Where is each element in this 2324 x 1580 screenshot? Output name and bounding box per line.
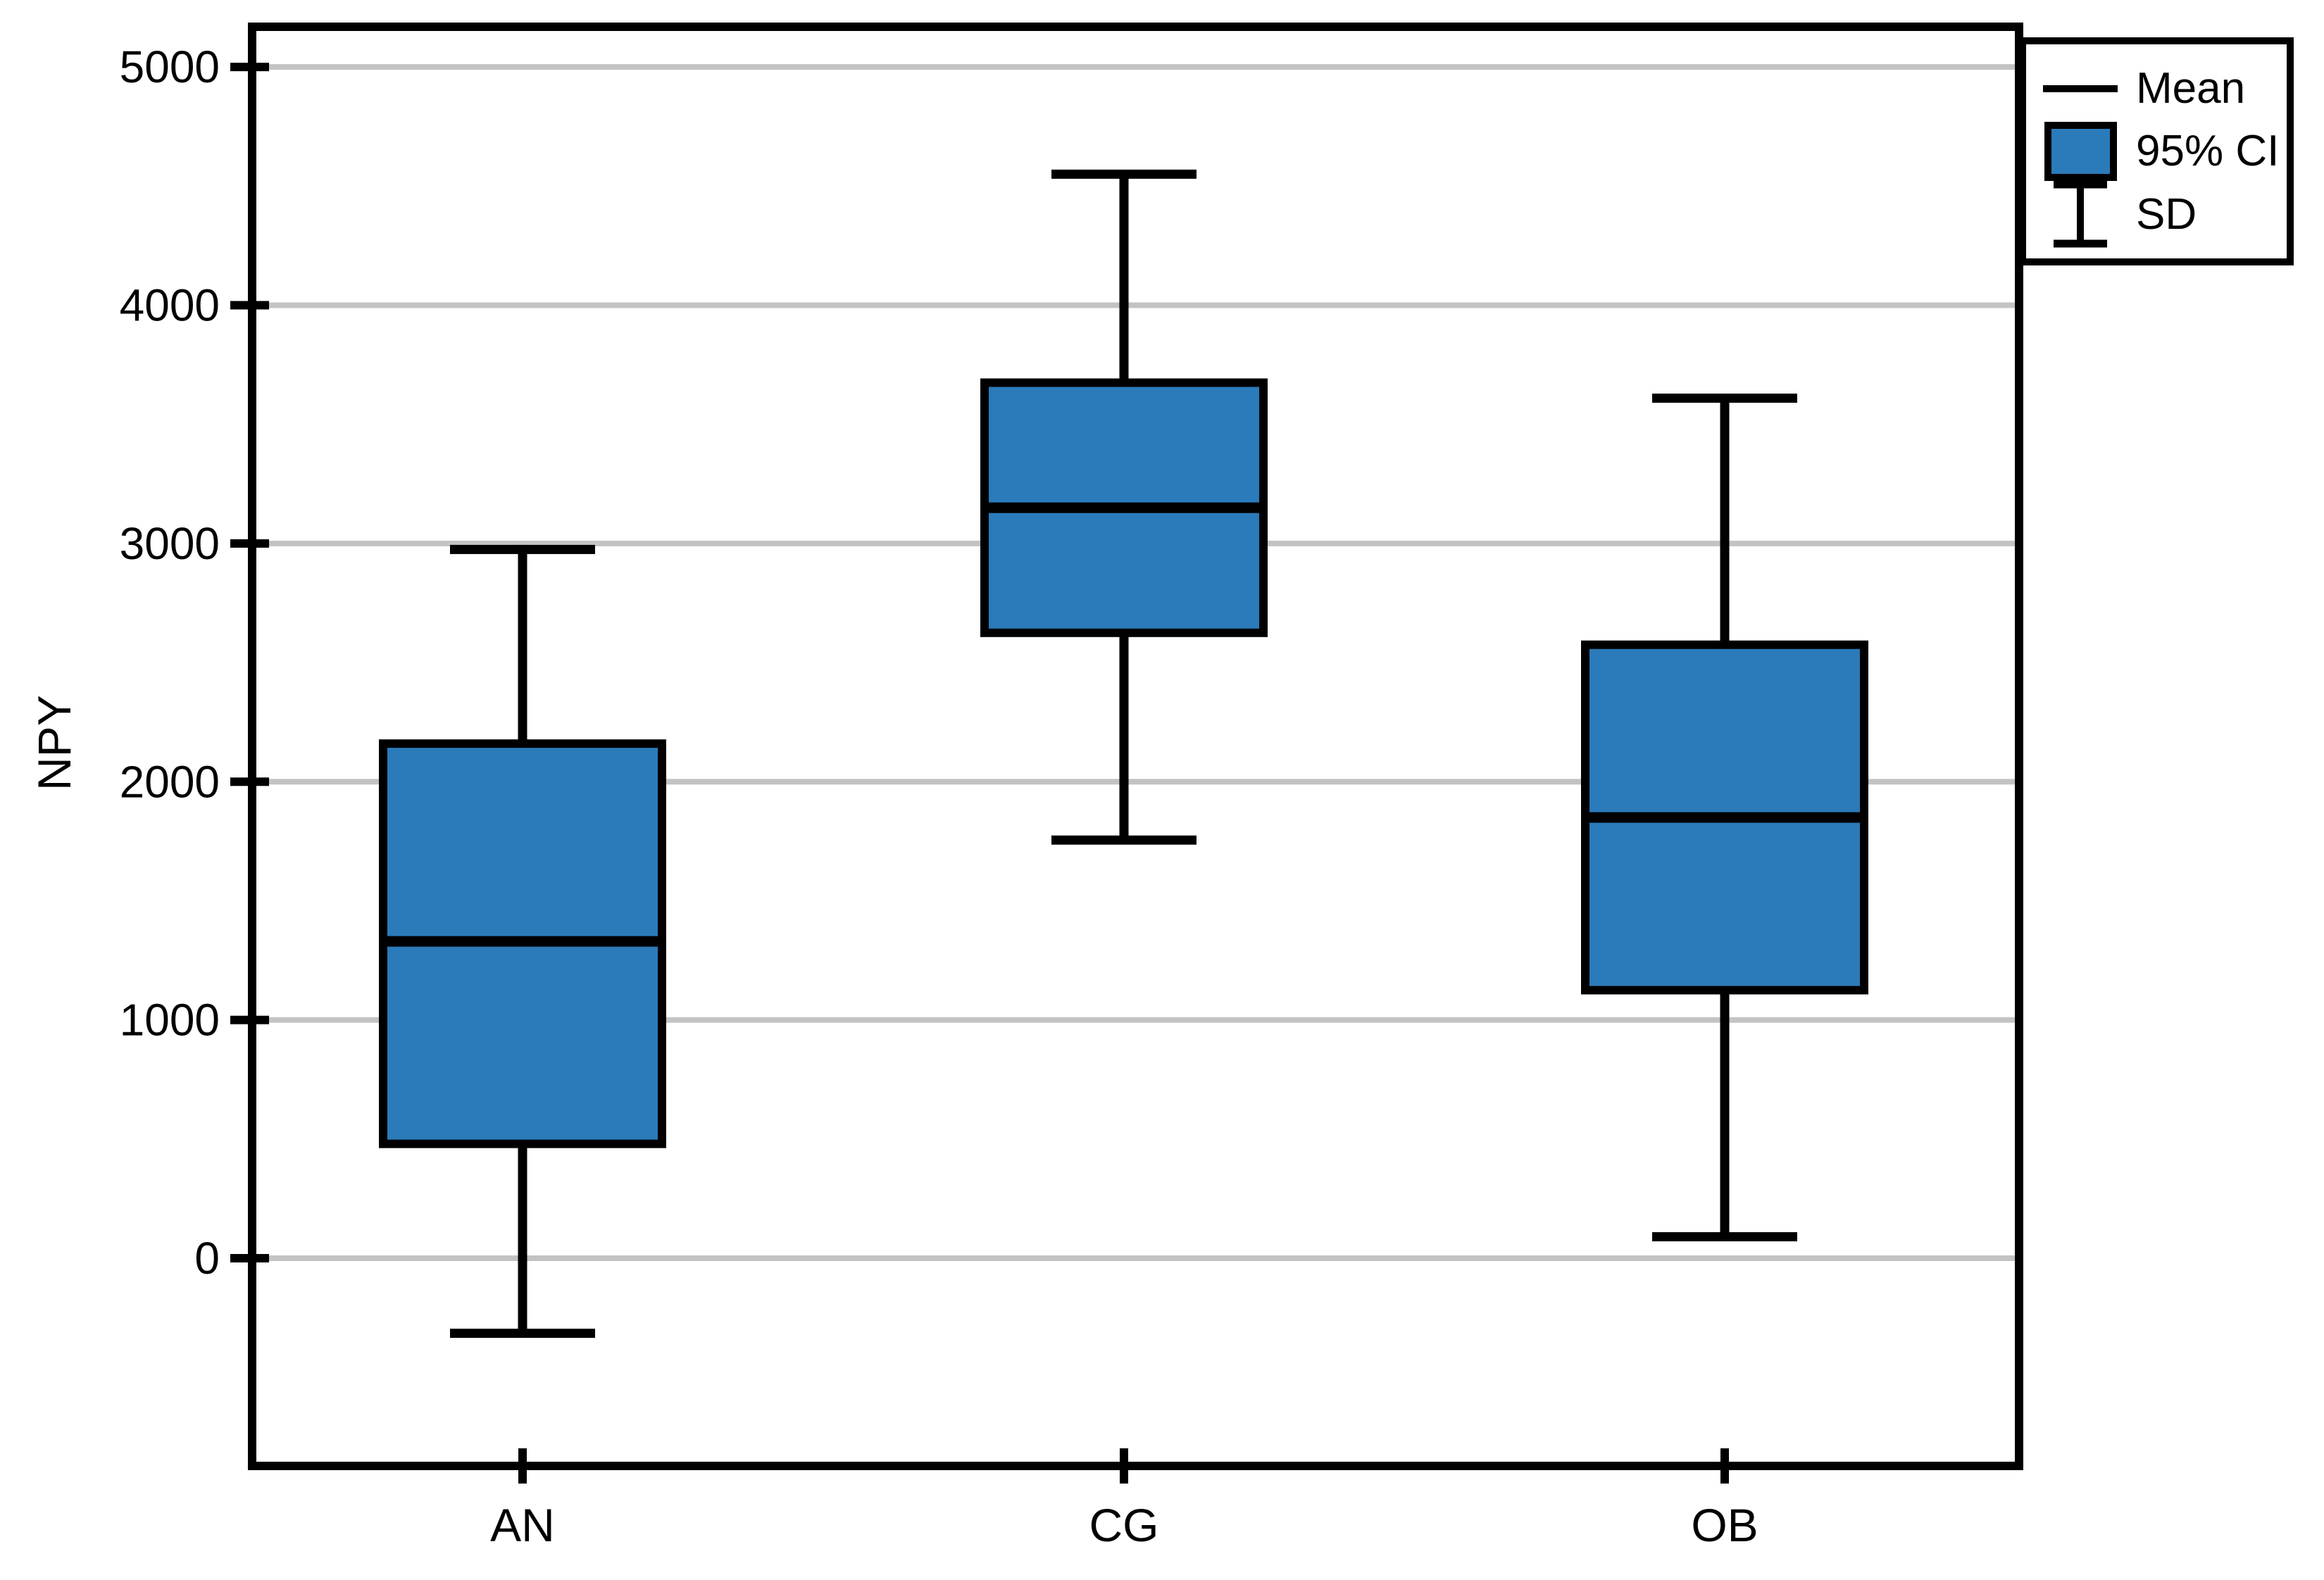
y-tick-label-0: 0 xyxy=(194,1233,220,1284)
y-tick-label-5000: 5000 xyxy=(120,42,220,92)
x-tick-label-ob: OB xyxy=(1691,1499,1758,1551)
legend-label-sd: SD xyxy=(2136,189,2197,239)
y-axis-title: NPY xyxy=(28,695,80,791)
y-tick-label-4000: 4000 xyxy=(120,280,220,331)
y-tick-label-2000: 2000 xyxy=(120,756,220,807)
ci-box-icon xyxy=(2043,121,2118,181)
mean-line-icon xyxy=(2043,84,2118,92)
legend-label-mean: Mean xyxy=(2136,64,2246,113)
plot-frame xyxy=(248,23,2023,1470)
legend-label-ci: 95% CI xyxy=(2136,127,2280,175)
legend-item-ci: 95% CI xyxy=(2043,120,2279,182)
x-tick-label-cg: CG xyxy=(1089,1499,1159,1551)
x-tick-label-an: AN xyxy=(490,1499,555,1551)
y-tick-label-1000: 1000 xyxy=(120,995,220,1046)
y-tick-label-3000: 3000 xyxy=(120,518,220,569)
legend: Mean 95% CI SD xyxy=(2019,37,2294,265)
legend-item-mean: Mean xyxy=(2043,57,2270,120)
sd-errorbar-icon xyxy=(2043,180,2118,248)
legend-item-sd: SD xyxy=(2043,180,2270,248)
